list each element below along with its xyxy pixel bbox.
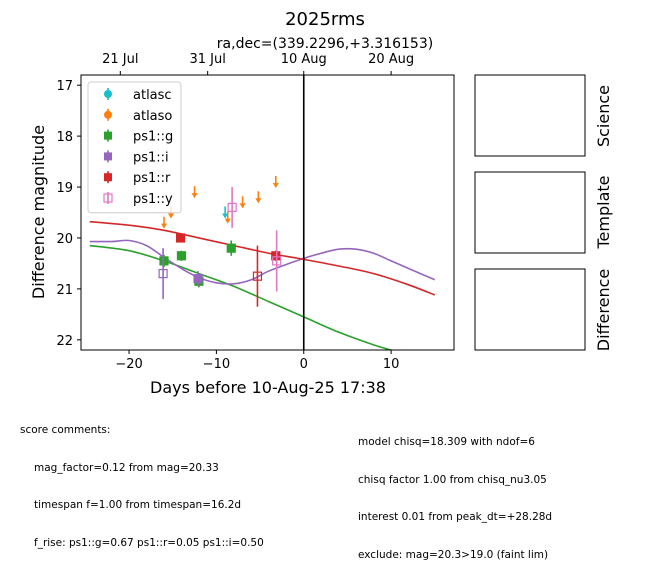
model-curve-ps1-i <box>89 239 436 285</box>
data-point <box>226 243 236 253</box>
data-point <box>158 269 168 279</box>
chart-title: 2025rms <box>285 9 365 30</box>
model-curve-ps1-g <box>89 244 392 350</box>
data-point <box>175 233 186 243</box>
legend-label: atlasc <box>133 88 172 103</box>
model-comment-line: exclude: mag=20.3>19.0 (faint lim) <box>358 548 549 561</box>
plot-area: −20 −10 0 10 17 18 19 20 21 22 21 Jul 31 Jul 10 Aug 2… <box>56 52 455 372</box>
top-tick-label: 10 Aug <box>281 52 327 67</box>
top-tick-label: 20 Aug <box>368 52 414 67</box>
score-comment-line: mag_factor=0.12 from mag=20.33 <box>34 461 219 474</box>
upper-limit-arrow-head <box>191 193 198 199</box>
model-comment-line: model chisq=18.309 with ndof=6 <box>358 436 535 448</box>
y-tick-label: 21 <box>56 283 73 298</box>
model-curve-ps1-r <box>89 220 436 296</box>
y-tick-label: 19 <box>56 181 73 196</box>
legend-label: ps1::i <box>133 150 169 165</box>
legend-marker <box>104 173 112 182</box>
legend-label: ps1::y <box>133 192 173 207</box>
legend-label: ps1::r <box>133 171 171 186</box>
data-point <box>159 256 169 266</box>
light-curve-figure: 2025rms ra,dec=(339.2296,+3.316153) −20−… <box>29 9 613 397</box>
top-axis-label: ra,dec=(339.2296,+3.316153) <box>217 36 433 52</box>
science-panel <box>474 74 586 157</box>
score-comments-heading: score comments: <box>20 424 111 436</box>
y-axis-label: Difference magnitude <box>29 125 48 299</box>
data-point <box>193 274 203 284</box>
legend-label: ps1::g <box>133 130 173 145</box>
x-tick-label: −20 <box>115 357 142 372</box>
y-tick-label: 20 <box>56 232 73 247</box>
y-tick-label: 22 <box>56 334 73 349</box>
model-comment-line: interest 0.01 from peak_dt=+28.28d <box>358 511 553 523</box>
top-tick-label: 21 Jul <box>102 52 138 67</box>
top-tick-label: 31 Jul <box>189 52 225 67</box>
x-axis-label: Days before 10-Aug-25 17:38 <box>150 378 386 397</box>
model-comment-line: chisq factor 1.00 from chisq_nu3.05 <box>358 473 547 486</box>
template-panel <box>474 171 586 254</box>
data-point <box>272 256 282 266</box>
science-label: Science <box>594 85 613 147</box>
legend-marker <box>103 193 113 203</box>
x-tick-label: 10 <box>383 357 400 372</box>
difference-panel <box>474 268 586 351</box>
upper-limit-arrow-head <box>239 203 246 209</box>
x-tick-label: −10 <box>203 357 230 372</box>
legend-marker <box>104 152 112 161</box>
template-label: Template <box>594 175 613 249</box>
upper-limit-arrow-head <box>255 198 262 204</box>
score-comment-line: f_rise: ps1::g=0.67 ps1::r=0.05 ps1::i=0… <box>34 536 264 549</box>
data-point <box>176 251 187 261</box>
legend-marker <box>104 90 112 98</box>
data-point <box>271 251 281 261</box>
y-tick-label: 17 <box>56 79 73 94</box>
upper-limit-arrow-head <box>222 213 229 219</box>
model-comments: model chisq=18.309 with ndof=6 chisq fac… <box>358 411 552 574</box>
legend-marker <box>104 131 112 140</box>
upper-limit-arrow-head <box>272 182 279 188</box>
upper-limit-arrow-head <box>160 223 167 229</box>
plot-frame <box>80 74 455 351</box>
score-comment-line: timespan f=1.00 from timespan=16.2d <box>34 499 242 511</box>
legend-marker <box>104 110 112 119</box>
score-comments: score comments: mag_factor=0.12 from mag… <box>20 399 264 562</box>
data-point <box>252 271 263 281</box>
upper-limit-arrow-head <box>224 218 231 224</box>
x-tick-label: 0 <box>300 357 308 372</box>
data-point <box>227 202 237 213</box>
difference-label: Difference <box>594 269 613 351</box>
y-tick-label: 18 <box>56 130 73 145</box>
model-curves <box>89 220 436 350</box>
legend-label: atlaso <box>133 109 172 124</box>
upper-limit-arrow-head <box>167 213 174 219</box>
